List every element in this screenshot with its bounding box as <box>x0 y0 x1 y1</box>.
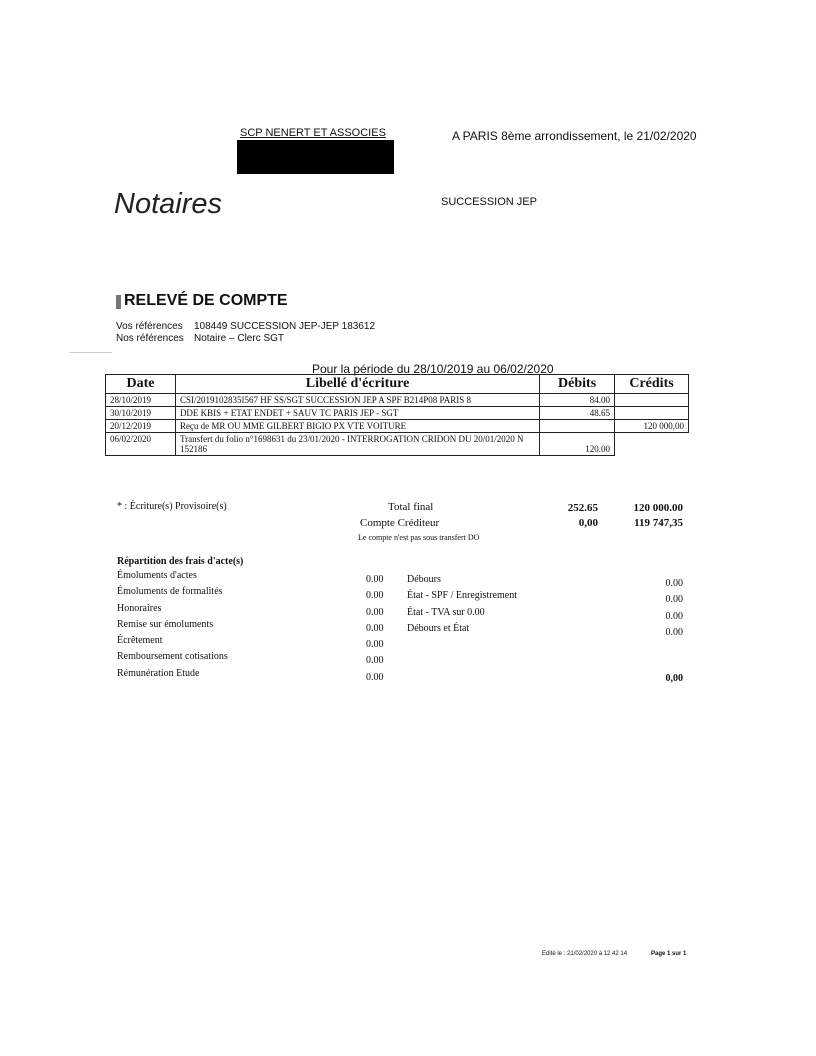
title-marker <box>116 295 121 309</box>
fee-label: Honoraires <box>117 602 162 614</box>
page-number: Page 1 sur 1 <box>651 951 687 957</box>
fees-right-labels: Débours État - SPF / Enregistrement État… <box>407 572 517 637</box>
table-row: 20/12/2019 Reçu de MR OU MME GILBERT BIG… <box>105 419 689 433</box>
provisional-note: * : Écriture(s) Provisoire(s) <box>117 501 227 512</box>
header-label: Libellé d'écriture <box>174 374 541 394</box>
place-date: A PARIS 8ème arrondissement, le 21/02/20… <box>452 129 697 143</box>
table-row: 30/10/2019 DDE KBIS + ETAT ENDET + SAUV … <box>105 406 689 420</box>
table-row: 06/02/2020 Transfert du folio n°1698631 … <box>105 432 689 456</box>
row-credit <box>614 432 689 456</box>
dossier-name: SUCCESSION JEP <box>441 196 537 208</box>
fees-left-values: 0.00 0.00 0.00 0.00 0.00 0.00 0.00 <box>366 572 384 686</box>
header-debit: Débits <box>539 374 616 394</box>
row-date: 20/12/2019 <box>105 419 176 433</box>
table-header: Date Libellé d'écriture Débits Crédits <box>105 374 689 394</box>
row-credit <box>614 393 689 407</box>
fee-value: 0.00 <box>665 594 684 606</box>
fee-label: Remboursement cotisations <box>117 651 228 663</box>
row-date: 30/10/2019 <box>105 406 176 420</box>
fee-value: 0.00 <box>366 671 384 683</box>
row-date: 28/10/2019 <box>105 393 176 407</box>
fees-grand-total: 0,00 <box>665 673 684 684</box>
reference-label: Vos références <box>116 321 183 332</box>
table-row: 28/10/2019 CSI/2019102835I567 HF SS/SGT … <box>105 393 689 407</box>
page-title: RELEVÉ DE COMPTE <box>124 292 288 309</box>
fee-label: État - TVA sur 0.00 <box>407 606 485 618</box>
reference-value: 108449 SUCCESSION JEP-JEP 183612 <box>194 321 376 332</box>
fee-label: Émoluments de formalités <box>117 586 223 598</box>
fee-label: État - SPF / Enregistrement <box>407 590 517 602</box>
balance-credit: 119 747,35 <box>634 517 683 529</box>
row-debit: 48.65 <box>539 406 616 420</box>
row-date: 06/02/2020 <box>105 432 176 456</box>
fee-value: 0.00 <box>366 655 384 667</box>
fees-left-labels: Émoluments d'actes Émoluments de formali… <box>117 568 228 682</box>
row-credit: 120 000,00 <box>614 419 689 433</box>
row-debit <box>539 419 616 433</box>
reference-value: Notaire – Clerc SGT <box>194 333 285 344</box>
balance-debit: 0,00 <box>578 517 598 529</box>
row-label: Transfert du folio n°1698631 du 23/01/20… <box>174 432 541 456</box>
references: Vos références 108449 SUCCESSION JEP-JEP … <box>116 321 375 345</box>
fees-right-values: 0.00 0.00 0.00 0.00 <box>620 576 684 641</box>
fee-label: Rémunération Etude <box>117 667 200 679</box>
total-credit: 120 000.00 <box>633 502 684 514</box>
total-label: Total final <box>388 501 434 513</box>
entries-table: Date Libellé d'écriture Débits Crédits 2… <box>105 374 689 456</box>
fee-value: 0.00 <box>366 639 384 651</box>
transfer-note: Le compte n'est pas sous transfert DO <box>358 533 480 542</box>
reference-label: Nos références <box>116 333 184 344</box>
fee-value: 0.00 <box>665 610 684 622</box>
fees-title: Répartition des frais d'acte(s) <box>117 556 244 567</box>
total-debit: 252.65 <box>567 502 598 514</box>
fee-value: 0.00 <box>366 622 384 634</box>
fee-value: 0.00 <box>366 590 384 602</box>
row-label: Reçu de MR OU MME GILBERT BIGIO PX VTE V… <box>174 419 541 433</box>
row-label: CSI/2019102835I567 HF SS/SGT SUCCESSION … <box>174 393 541 407</box>
fee-label: Débours et État <box>407 622 470 634</box>
divider <box>70 352 112 353</box>
row-label: DDE KBIS + ETAT ENDET + SAUV TC PARIS JE… <box>174 406 541 420</box>
fee-value: 0.00 <box>665 578 684 589</box>
fee-label: Remise sur émoluments <box>117 618 214 630</box>
header-credit: Crédits <box>614 374 689 394</box>
edited-timestamp: Edité le : 21/02/2020 à 12 42 14 <box>542 951 628 957</box>
balance-label: Compte Créditeur <box>360 517 440 529</box>
period: Pour la période du 28/10/2019 au 06/02/2… <box>312 362 554 376</box>
redaction-block <box>237 140 394 174</box>
fee-label: Écrêtement <box>117 635 163 647</box>
fee-value: 0.00 <box>366 606 384 618</box>
fee-value: 0.00 <box>665 626 684 638</box>
fee-label: Émoluments d'actes <box>117 570 197 581</box>
fee-label: Débours <box>407 574 441 585</box>
header-date: Date <box>105 374 176 394</box>
firm-name: SCP NENERT ET ASSOCIES <box>240 127 386 139</box>
fee-value: 0.00 <box>366 574 384 585</box>
row-debit: 84.00 <box>539 393 616 407</box>
logo-notaires: Notaires <box>114 188 222 220</box>
row-credit <box>614 406 689 420</box>
row-debit: 120.00 <box>539 432 616 456</box>
